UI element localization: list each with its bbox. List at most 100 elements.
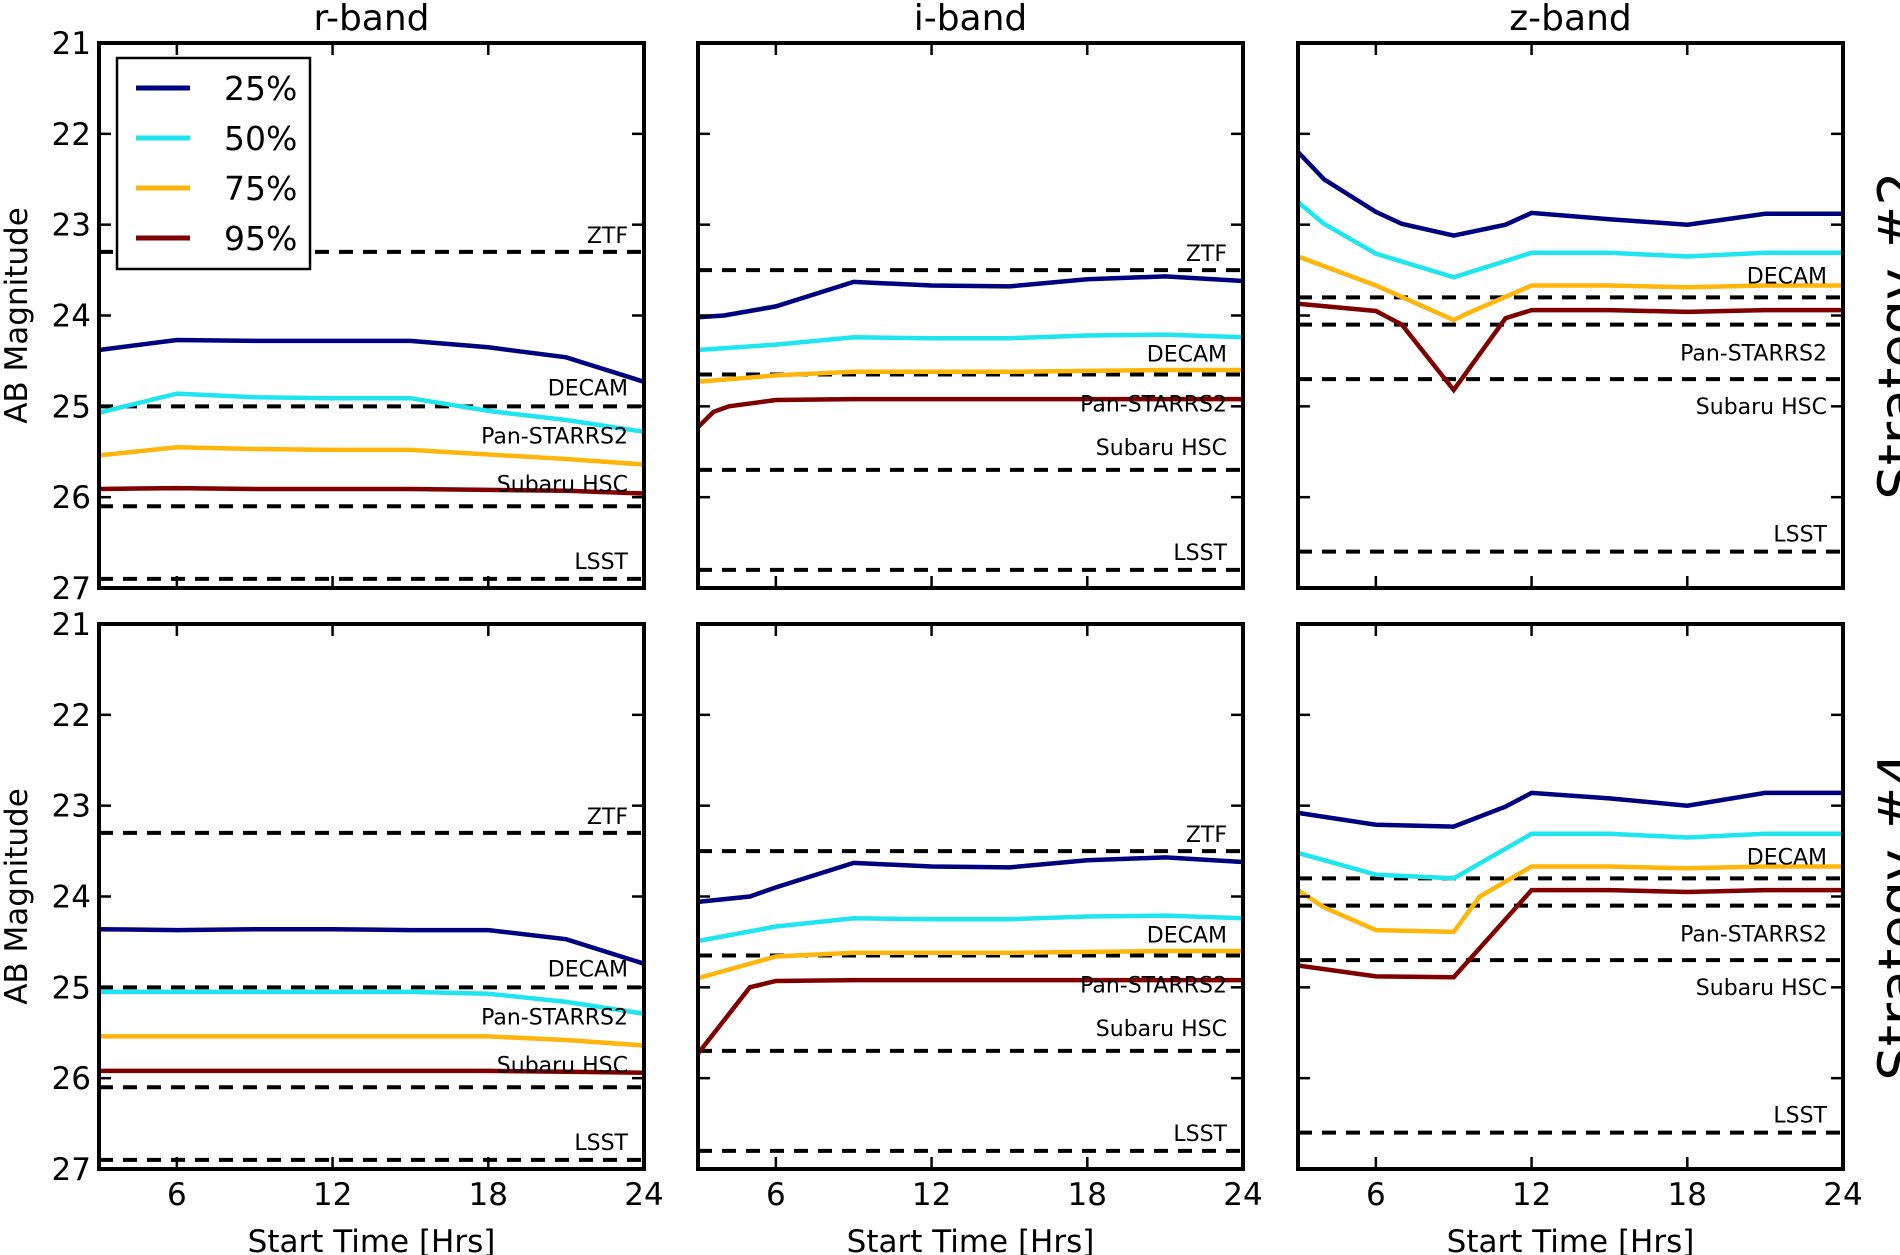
series-line (98, 444, 645, 467)
panel-1-3 (1296, 41, 1845, 590)
x-tick-label: 18 (1668, 1177, 1707, 1213)
panel-1-2 (696, 41, 1245, 590)
legend-label: 25% (224, 69, 297, 108)
column-title: i-band (914, 0, 1028, 39)
y-axis-label: AB Magnitude (0, 207, 35, 424)
y-tick-label: 21 (52, 26, 91, 62)
reference-label: Pan-STARRS2 (1680, 923, 1827, 948)
y-tick-label: 24 (52, 299, 91, 335)
series-line (98, 337, 645, 384)
series-line (99, 989, 645, 1016)
reference-label: LSST (1773, 523, 1827, 548)
series-line (697, 855, 1244, 905)
reference-label: LSST (1173, 1122, 1227, 1147)
row-label: Strategy #4 (1867, 752, 1900, 1080)
reference-label: DECAM (1147, 343, 1227, 368)
reference-label: LSST (574, 1131, 628, 1156)
x-tick-label: 6 (766, 1177, 786, 1213)
x-tick-label: 24 (1223, 1177, 1262, 1213)
reference-label: Subaru HSC (1696, 395, 1827, 420)
x-axis-label: Start Time [Hrs] (847, 1224, 1095, 1255)
series-line (697, 913, 1244, 944)
reference-label: DECAM (1747, 264, 1827, 289)
reference-label: Pan-STARRS2 (481, 1005, 628, 1030)
y-tick-label: 23 (52, 789, 91, 825)
x-tick-label: 18 (1068, 1177, 1107, 1213)
series-line (1296, 200, 1843, 280)
reference-label: LSST (1773, 1104, 1827, 1129)
series-line (98, 926, 645, 966)
reference-label: DECAM (548, 957, 628, 982)
reference-label: Subaru HSC (497, 1053, 628, 1078)
series-line (696, 396, 1243, 429)
series-line (98, 391, 645, 435)
reference-label: ZTF (1186, 823, 1227, 848)
y-tick-label: 22 (52, 698, 91, 734)
reference-label: LSST (1173, 541, 1227, 566)
x-axis-label: Start Time [Hrs] (248, 1224, 496, 1255)
y-tick-label: 22 (52, 117, 91, 153)
x-tick-label: 24 (624, 1177, 663, 1213)
series-line (1297, 254, 1843, 323)
reference-label: Pan-STARRS2 (481, 424, 628, 449)
x-tick-label: 12 (313, 1177, 352, 1213)
series-line (697, 367, 1243, 385)
series-line (697, 332, 1244, 353)
y-tick-label: 23 (52, 208, 91, 244)
x-tick-label: 18 (469, 1177, 508, 1213)
y-tick-label: 26 (52, 480, 91, 516)
series-line (697, 274, 1244, 320)
row-label: Strategy #2 (1867, 171, 1900, 499)
column-title: z-band (1509, 0, 1631, 39)
x-tick-label: 12 (1512, 1177, 1551, 1213)
legend-label: 75% (224, 169, 297, 208)
reference-label: DECAM (1147, 924, 1227, 949)
legend-box (115, 56, 312, 271)
legend-label: 50% (224, 119, 297, 158)
y-tick-label: 24 (52, 880, 91, 916)
series-line (98, 485, 645, 496)
y-tick-label: 25 (52, 970, 91, 1006)
reference-label: DECAM (1747, 845, 1827, 870)
reference-label: Pan-STARRS2 (1080, 974, 1227, 999)
x-tick-label: 6 (1366, 1177, 1386, 1213)
plot-frame (696, 622, 1245, 1171)
reference-label: Subaru HSC (1096, 436, 1227, 461)
series-line (1297, 301, 1843, 394)
y-tick-label: 27 (52, 571, 91, 607)
series-line (1296, 864, 1843, 935)
panel-2-3 (1296, 622, 1845, 1171)
plot-frame (696, 41, 1245, 590)
series-line (99, 1068, 645, 1075)
y-tick-label: 26 (52, 1061, 91, 1097)
plot-frame (1296, 622, 1845, 1171)
y-axis-label: AB Magnitude (0, 788, 35, 1005)
x-tick-label: 24 (1823, 1177, 1862, 1213)
y-tick-label: 25 (52, 389, 91, 425)
series-line (1297, 887, 1843, 980)
reference-label: Pan-STARRS2 (1080, 393, 1227, 418)
x-tick-label: 6 (167, 1177, 187, 1213)
series-line (1296, 150, 1843, 238)
x-tick-label: 12 (912, 1177, 951, 1213)
panel-2-2 (696, 622, 1245, 1171)
reference-label: LSST (574, 550, 628, 575)
y-tick-label: 27 (52, 1152, 91, 1188)
panel-2-1 (97, 622, 646, 1171)
series-line (99, 1034, 645, 1048)
panel-1-1 (97, 41, 646, 590)
column-title: r-band (313, 0, 429, 39)
legend-label: 95% (224, 219, 297, 258)
reference-label: Subaru HSC (497, 472, 628, 497)
reference-label: DECAM (548, 376, 628, 401)
series-line (696, 977, 1243, 1055)
legend: 25% 50% 75% 95% (115, 56, 312, 271)
series-line (697, 948, 1243, 981)
reference-label: Subaru HSC (1096, 1017, 1227, 1042)
series-line (1297, 790, 1843, 829)
series-line (1297, 831, 1843, 881)
reference-label: ZTF (587, 224, 628, 249)
reference-label: Pan-STARRS2 (1680, 342, 1827, 367)
reference-label: Subaru HSC (1696, 976, 1827, 1001)
